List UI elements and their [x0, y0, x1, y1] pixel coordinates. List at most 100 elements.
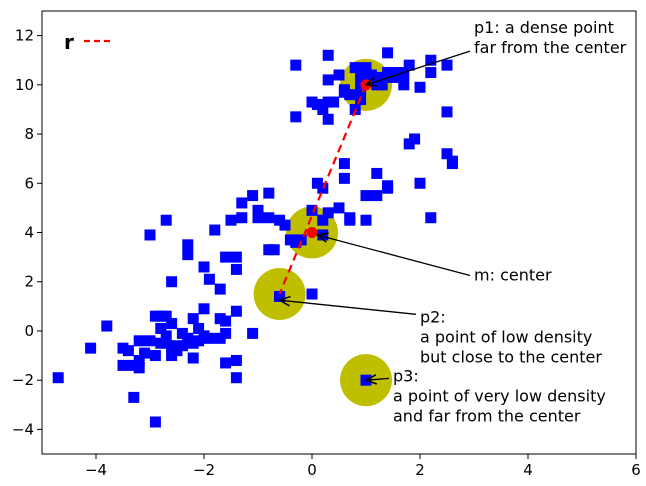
- annotation-arrow-p1: [366, 50, 471, 85]
- data-point: [441, 106, 453, 118]
- y-tick-label: 0: [24, 322, 34, 340]
- data-point: [155, 322, 167, 334]
- x-tick-label: −4: [85, 461, 107, 479]
- data-point: [220, 357, 232, 369]
- annotation-p2-line: a point of low density: [420, 327, 592, 346]
- data-point: [236, 197, 248, 209]
- data-point: [230, 263, 242, 275]
- data-point: [236, 212, 248, 224]
- data-point: [290, 59, 302, 71]
- data-point: [338, 172, 350, 184]
- y-tick-label: 10: [15, 76, 34, 94]
- data-point: [52, 372, 64, 384]
- data-point: [187, 313, 199, 325]
- data-point: [263, 187, 275, 199]
- data-point: [376, 79, 388, 91]
- data-point: [355, 84, 367, 96]
- annotation-arrow-p3: [366, 378, 390, 380]
- data-point: [328, 96, 340, 108]
- data-point: [220, 251, 232, 263]
- data-point: [182, 249, 194, 261]
- r-line: [278, 84, 368, 295]
- data-point: [160, 330, 172, 342]
- data-point: [149, 416, 161, 428]
- data-point: [279, 219, 291, 231]
- data-point: [128, 391, 140, 403]
- data-point: [322, 49, 334, 61]
- data-point: [333, 69, 345, 81]
- data-point: [403, 59, 415, 71]
- data-point: [398, 79, 410, 91]
- data-point: [214, 283, 226, 295]
- data-point: [176, 340, 188, 352]
- data-point: [155, 337, 167, 349]
- data-point: [360, 62, 372, 74]
- data-point: [133, 354, 145, 366]
- data-point: [295, 234, 307, 246]
- data-point: [382, 180, 394, 192]
- annotation-arrow-p2: [280, 300, 417, 315]
- data-point: [203, 273, 215, 285]
- x-tick-label: −2: [193, 461, 215, 479]
- annotation-p3-line: p3:: [393, 366, 419, 385]
- data-point: [371, 190, 383, 202]
- data-point: [306, 204, 318, 216]
- y-tick-label: −4: [12, 420, 34, 438]
- legend-label-r: r: [64, 30, 74, 54]
- data-point: [344, 89, 356, 101]
- data-point: [322, 207, 334, 219]
- annotation-p3-line: a point of very low density: [393, 386, 606, 405]
- data-point: [311, 177, 323, 189]
- data-point: [182, 239, 194, 251]
- x-tick-label: 6: [631, 461, 641, 479]
- data-point: [409, 133, 421, 145]
- data-point: [263, 212, 275, 224]
- data-point: [441, 59, 453, 71]
- data-point: [101, 320, 113, 332]
- data-point: [414, 81, 426, 93]
- data-point: [306, 288, 318, 300]
- data-point: [133, 335, 145, 347]
- data-point: [317, 103, 329, 115]
- y-tick-label: 2: [24, 273, 34, 291]
- x-tick-label: 4: [523, 461, 533, 479]
- annotation-p1-line: far from the center: [474, 38, 627, 57]
- data-point: [139, 347, 151, 359]
- data-point: [365, 69, 377, 81]
- legend: r: [64, 30, 114, 54]
- data-point: [398, 69, 410, 81]
- data-point: [198, 303, 210, 315]
- data-point: [220, 315, 232, 327]
- data-point: [360, 214, 372, 226]
- data-point: [355, 74, 367, 86]
- x-tick-label: 2: [415, 461, 425, 479]
- data-point: [230, 354, 242, 366]
- data-point: [166, 318, 178, 330]
- x-tick-label: 0: [307, 461, 317, 479]
- y-tick-label: 12: [15, 27, 34, 45]
- data-point: [247, 190, 259, 202]
- data-point: [441, 148, 453, 160]
- data-point: [203, 332, 215, 344]
- data-point: [338, 158, 350, 170]
- y-tick-label: 8: [24, 125, 34, 143]
- data-point: [360, 190, 372, 202]
- data-point: [252, 204, 264, 216]
- data-point: [220, 327, 232, 339]
- data-point: [268, 244, 280, 256]
- data-point: [425, 212, 437, 224]
- data-point: [187, 352, 199, 364]
- data-point: [333, 202, 345, 214]
- data-point: [225, 214, 237, 226]
- data-points: [52, 47, 458, 428]
- data-point: [344, 214, 356, 226]
- data-point: [425, 54, 437, 66]
- data-point: [252, 212, 264, 224]
- data-point: [193, 322, 205, 334]
- annotation-p1-line: p1: a dense point: [474, 18, 614, 37]
- data-point: [144, 335, 156, 347]
- data-point: [425, 67, 437, 79]
- data-point: [166, 276, 178, 288]
